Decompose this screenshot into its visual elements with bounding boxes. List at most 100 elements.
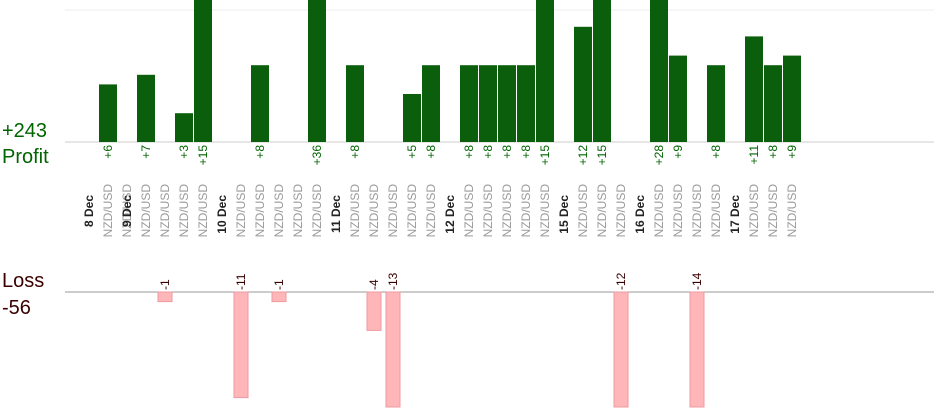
profit-bar: [460, 65, 478, 142]
pair-label: NZD/USD: [139, 184, 153, 238]
date-label: 15 Dec: [557, 195, 571, 234]
profit-value-label: +8: [709, 145, 723, 159]
loss-bar: [613, 291, 629, 408]
profit-bar: [764, 65, 782, 142]
date-label: 16 Dec: [633, 195, 647, 234]
profit-value-label: +9: [785, 145, 799, 159]
profit-bar: [593, 0, 611, 142]
profit-value-label: +15: [196, 145, 210, 166]
profit-bar: [574, 26, 592, 142]
pair-label: NZD/USD: [709, 184, 723, 238]
profit-value-label: +15: [538, 145, 552, 166]
pair-label: NZD/USD: [538, 184, 552, 238]
pair-label: NZD/USD: [690, 184, 704, 238]
pair-label: NZD/USD: [500, 184, 514, 238]
pair-label: NZD/USD: [101, 184, 115, 238]
profit-bar: [308, 0, 326, 142]
profit-value-label: +5: [405, 145, 419, 159]
pair-label: NZD/USD: [671, 184, 685, 238]
pair-label: NZD/USD: [424, 184, 438, 238]
pair-label: NZD/USD: [234, 184, 248, 238]
profit-value-label: +28: [652, 145, 666, 166]
profit-value-label: +8: [348, 145, 362, 159]
profit-bar: [346, 65, 364, 142]
pair-label: NZD/USD: [348, 184, 362, 238]
pair-label: NZD/USD: [386, 184, 400, 238]
profit-value-label: +8: [462, 145, 476, 159]
pair-label: NZD/USD: [310, 184, 324, 238]
pair-label: NZD/USD: [405, 184, 419, 238]
pair-label: NZD/USD: [158, 184, 172, 238]
loss-value-label: -11: [234, 273, 248, 290]
loss-bar: [689, 291, 705, 408]
pair-label: NZD/USD: [785, 184, 799, 238]
profit-bar: [707, 65, 725, 142]
profit-bar: [745, 36, 763, 142]
loss-value-label: -1: [272, 279, 286, 290]
pair-label: NZD/USD: [576, 184, 590, 238]
pair-label: NZD/USD: [614, 184, 628, 238]
loss-bar: [271, 291, 287, 303]
loss-bars: [157, 291, 705, 408]
loss-value-label: -1: [158, 279, 172, 290]
loss-value-label: -13: [386, 272, 400, 290]
profit-value-label: +8: [424, 145, 438, 159]
profit-bar: [536, 0, 554, 142]
pair-label: NZD/USD: [367, 184, 381, 238]
profit-value-label: +12: [576, 145, 590, 166]
loss-value-label: -14: [690, 272, 704, 290]
loss-label: Loss: [2, 270, 44, 292]
profit-bar: [99, 84, 117, 142]
pair-label: NZD/USD: [177, 184, 191, 238]
date-label: 17 Dec: [728, 195, 742, 234]
loss-value-label: -12: [614, 272, 628, 290]
pair-label: NZD/USD: [462, 184, 476, 238]
pair-label: NZD/USD: [291, 184, 305, 238]
loss-bar: [233, 291, 249, 399]
pair-label: NZD/USD: [747, 184, 761, 238]
profit-bar: [498, 65, 516, 142]
loss-bar: [366, 291, 382, 331]
profit-bar: [422, 65, 440, 142]
pair-label: NZD/USD: [272, 184, 286, 238]
profit-value-label: +11: [747, 145, 761, 165]
pair-label: NZD/USD: [595, 184, 609, 238]
profit-total: +243: [2, 120, 47, 142]
profit-bar: [194, 0, 212, 142]
pair-label: NZD/USD: [120, 184, 134, 238]
profit-bar: [669, 55, 687, 142]
date-label: 8 Dec: [82, 195, 96, 227]
profit-value-label: +6: [101, 145, 115, 159]
profit-bar: [517, 65, 535, 142]
pair-label: NZD/USD: [652, 184, 666, 238]
pair-label: NZD/USD: [766, 184, 780, 238]
loss-total: -56: [2, 297, 31, 319]
loss-value-label: -4: [367, 279, 381, 290]
profit-value-label: +8: [500, 145, 514, 159]
pair-label: NZD/USD: [481, 184, 495, 238]
profit-bar: [783, 55, 801, 142]
profit-value-label: +15: [595, 145, 609, 166]
date-label: 11 Dec: [329, 195, 343, 233]
loss-bar: [385, 291, 401, 408]
profit-bars: [99, 0, 801, 142]
profit-bar: [403, 94, 421, 142]
pair-label: NZD/USD: [519, 184, 533, 238]
profit-bar: [175, 113, 193, 142]
date-label: 10 Dec: [215, 195, 229, 234]
profit-value-label: +3: [177, 145, 191, 159]
profit-bar: [650, 0, 668, 142]
pair-label: NZD/USD: [196, 184, 210, 238]
loss-bar: [157, 291, 173, 303]
profit-bar: [137, 74, 155, 142]
profit-value-label: +36: [310, 145, 324, 166]
pair-label: NZD/USD: [253, 184, 267, 238]
profit-value-label: +8: [253, 145, 267, 159]
profit-value-label: +8: [766, 145, 780, 159]
profit-value-label: +8: [481, 145, 495, 159]
profit-label: Profit: [2, 146, 49, 168]
profit-value-label: +9: [671, 145, 685, 159]
profit-bar: [251, 65, 269, 142]
